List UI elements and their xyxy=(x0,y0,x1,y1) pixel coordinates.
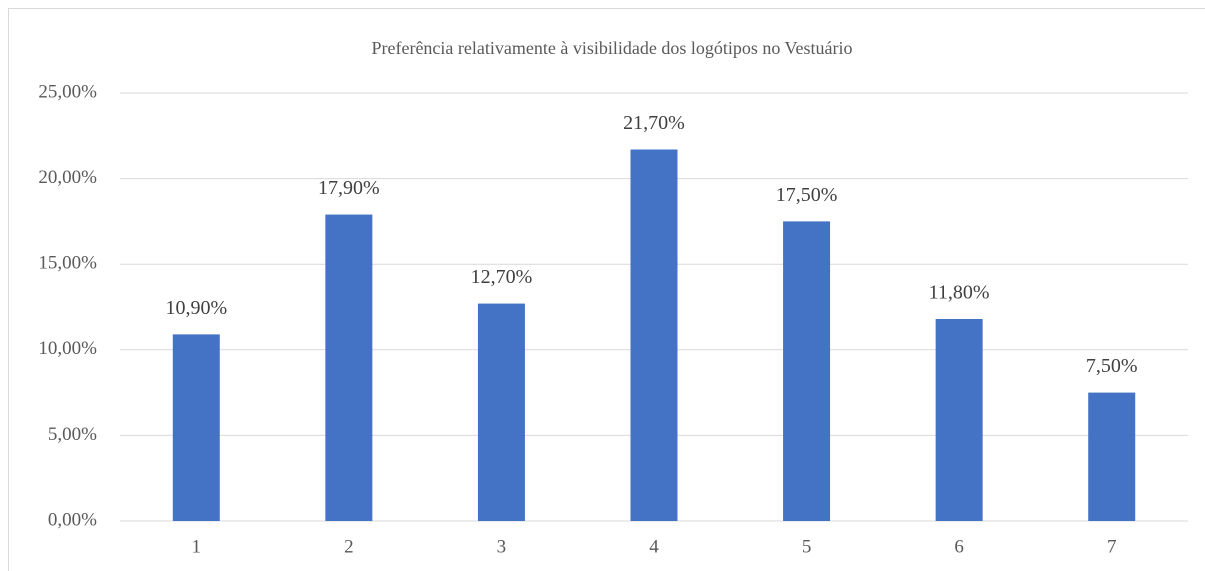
data-label: 10,90% xyxy=(165,297,227,319)
data-label: 12,70% xyxy=(471,266,533,288)
x-tick-label: 4 xyxy=(649,536,659,557)
bar xyxy=(935,318,983,521)
y-tick-label: 5,00% xyxy=(48,424,97,445)
x-tick-label: 1 xyxy=(192,536,202,557)
bar xyxy=(325,214,373,521)
data-label: 21,70% xyxy=(623,112,685,134)
y-tick-label: 10,00% xyxy=(38,338,97,359)
y-tick-label: 15,00% xyxy=(38,253,97,274)
y-tick-label: 25,00% xyxy=(38,81,97,102)
x-tick-label: 2 xyxy=(344,536,354,557)
data-label: 7,50% xyxy=(1086,355,1138,377)
bar xyxy=(477,303,525,521)
bar xyxy=(630,149,678,521)
x-tick-label: 3 xyxy=(497,536,507,557)
y-tick-label: 0,00% xyxy=(48,509,97,530)
bar xyxy=(783,221,831,521)
data-label: 17,90% xyxy=(318,177,380,199)
data-label: 17,50% xyxy=(776,184,838,206)
data-label: 11,80% xyxy=(929,282,990,304)
x-tick-label: 5 xyxy=(802,536,812,557)
x-tick-label: 7 xyxy=(1107,536,1117,557)
chart-title: Preferência relativamente à visibilidade… xyxy=(371,38,852,58)
bar xyxy=(172,334,220,521)
x-tick-label: 6 xyxy=(954,536,964,557)
bar xyxy=(1088,392,1136,521)
y-tick-label: 20,00% xyxy=(38,167,97,188)
